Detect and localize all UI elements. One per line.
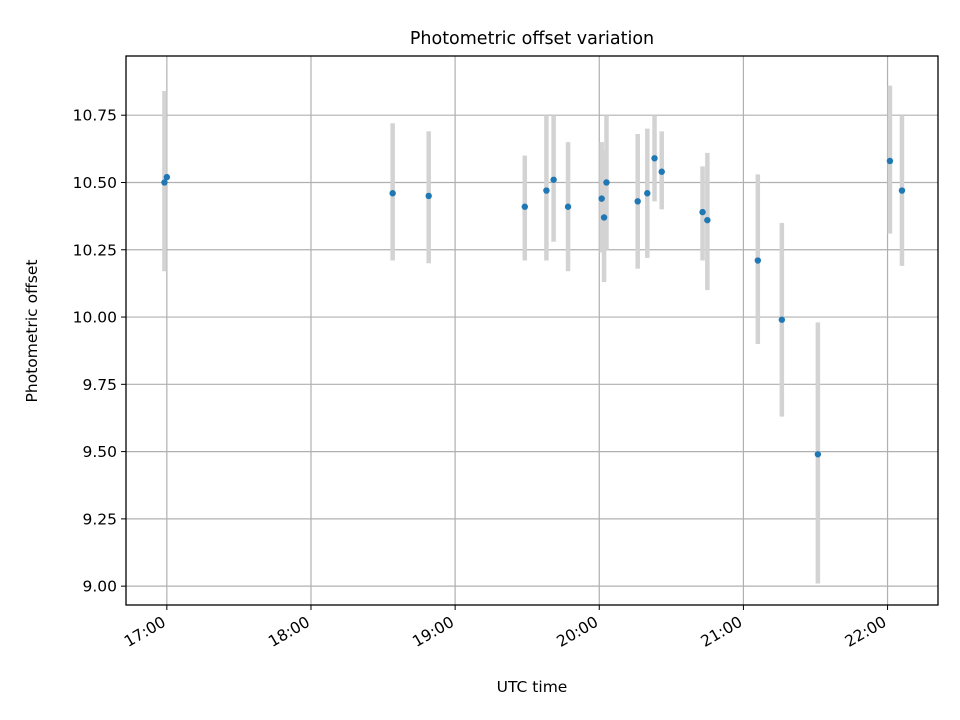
data-point xyxy=(699,208,706,216)
data-point xyxy=(603,179,610,186)
data-point xyxy=(161,179,168,186)
y-tick-label: 10.00 xyxy=(73,309,117,327)
chart-title: Photometric offset variation xyxy=(410,29,654,49)
data-point xyxy=(564,203,572,210)
data-point xyxy=(754,257,762,264)
y-tick-label: 10.50 xyxy=(73,174,117,192)
data-point xyxy=(550,176,557,183)
y-axis-label: Photometric offset xyxy=(23,260,41,403)
data-point xyxy=(658,168,665,175)
data-point xyxy=(598,195,605,202)
data-point xyxy=(543,187,550,194)
data-point xyxy=(704,216,711,224)
y-tick-label: 9.00 xyxy=(82,578,117,596)
data-point xyxy=(521,203,528,210)
data-point xyxy=(886,157,894,165)
data-point xyxy=(163,173,171,181)
data-point xyxy=(634,198,641,205)
axes-frame xyxy=(125,55,939,606)
x-axis-label: UTC time xyxy=(497,678,568,696)
data-point xyxy=(651,155,658,162)
y-axis-ticks: 9.00 9.25 9.50 9.75 10.00 10.25 10.50 10.75 xyxy=(73,107,126,596)
y-tick-label: 10.75 xyxy=(73,107,117,125)
data-points xyxy=(161,155,906,458)
grid xyxy=(126,56,938,605)
y-tick-label: 9.50 xyxy=(82,443,117,461)
data-point xyxy=(814,451,822,458)
data-point xyxy=(389,190,396,197)
data-point xyxy=(778,316,786,323)
data-point xyxy=(898,187,906,194)
data-point xyxy=(600,214,608,221)
y-tick-label: 9.25 xyxy=(82,510,117,528)
data-point xyxy=(644,190,651,197)
data-point xyxy=(425,192,432,200)
y-tick-label: 10.25 xyxy=(73,241,117,259)
y-tick-label: 9.75 xyxy=(82,376,117,394)
